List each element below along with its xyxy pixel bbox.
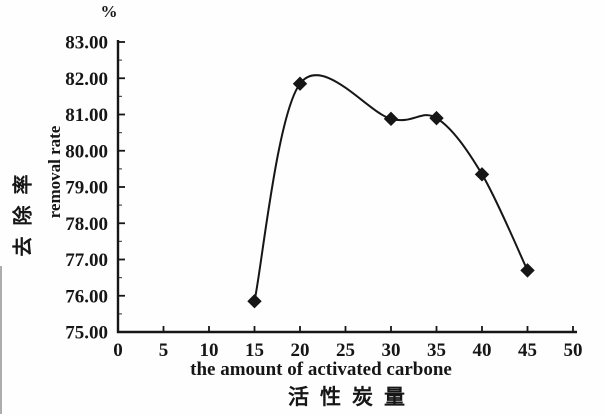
axis-lines	[116, 40, 577, 334]
x-tick-label: 40	[473, 340, 492, 361]
x-tick-label: 35	[427, 340, 446, 361]
data-point-marker	[292, 76, 308, 91]
y-tick-label: 77.00	[65, 250, 108, 271]
data-point-marker	[429, 110, 444, 126]
x-axis-title-chinese: 活性炭量	[288, 385, 416, 409]
y-tick-label: 76.00	[65, 286, 108, 307]
data-point-marker	[247, 293, 262, 309]
x-tick-label: 25	[336, 340, 355, 361]
x-tick-label: 10	[200, 340, 219, 361]
x-tick-label: 15	[245, 340, 264, 361]
y-tick-label: 82.00	[65, 69, 108, 90]
x-tick-label: 5	[159, 340, 169, 361]
x-tick-label: 0	[113, 340, 123, 361]
y-axis-unit-label: %	[100, 2, 118, 21]
x-axis-title-english: the amount of activated carbone	[190, 359, 452, 380]
data-curve	[253, 74, 529, 303]
data-point-marker	[474, 167, 490, 182]
y-tick-label: 75.00	[65, 323, 108, 344]
x-tick-label: 30	[382, 340, 401, 361]
scan-edge-artifact	[0, 266, 2, 414]
data-point-marker	[520, 263, 535, 278]
data-point-marker	[383, 111, 399, 127]
x-tick-label: 50	[564, 340, 583, 361]
y-tick-label: 83.00	[65, 33, 108, 54]
y-tick-label: 78.00	[65, 214, 108, 235]
x-tick-label: 20	[291, 340, 310, 361]
x-tick-label: 45	[518, 340, 537, 361]
y-tick-label: 80.00	[65, 141, 108, 162]
y-tick-label: 81.00	[65, 105, 108, 126]
y-tick-label: 79.00	[65, 178, 108, 199]
